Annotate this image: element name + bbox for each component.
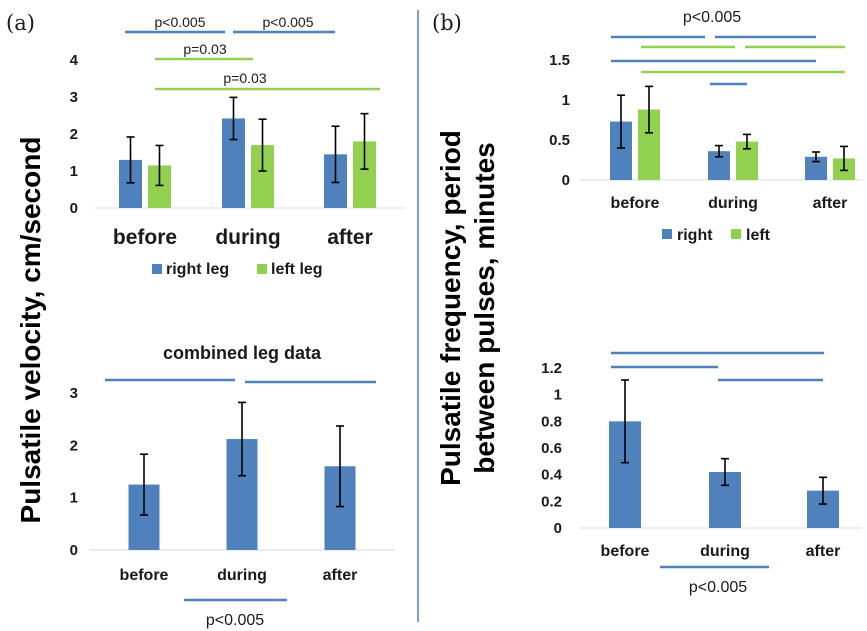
y-tick-label: 0: [70, 200, 78, 217]
legend-swatch-right: [662, 229, 672, 239]
p-value-label: p=0.03: [183, 41, 226, 57]
x-category-label: after: [806, 543, 841, 560]
legend-swatch-left: [731, 229, 741, 239]
y-tick-label: 2: [70, 126, 78, 143]
bar: [805, 156, 827, 180]
b-bottom-significance: p<0.005: [611, 351, 824, 596]
y-tick-label: 0.8: [541, 413, 562, 430]
x-category-label: during: [700, 543, 750, 560]
ylabel-b-line2: between pulses, minutes: [469, 142, 500, 473]
y-tick-label: 1: [70, 163, 78, 180]
panel-label-a: (a): [6, 11, 35, 35]
bar: [353, 141, 376, 208]
ylabel-a: Pulsatile velocity, cm/second: [15, 137, 46, 524]
bar: [251, 145, 274, 208]
panel-label-b: (b): [432, 11, 462, 35]
p-value-label: p<0.005: [155, 14, 206, 30]
chart-title-combined: combined leg data: [163, 343, 322, 363]
y-tick-label: 0.2: [541, 493, 562, 510]
p-value-label: p<0.005: [689, 579, 747, 596]
x-category-label: during: [217, 567, 267, 584]
y-tick-label: 0: [70, 542, 78, 559]
x-category-label: after: [327, 226, 373, 249]
x-category-label: during: [708, 195, 758, 212]
legend-label-left: left: [746, 227, 771, 244]
bar: [222, 118, 245, 208]
y-tick-label: 0.4: [541, 467, 563, 484]
y-tick-label: 1: [70, 490, 78, 507]
x-category-label: before: [611, 195, 660, 212]
a-bottom-significance: p<0.005: [105, 378, 376, 629]
legend-label-right: right: [677, 227, 713, 244]
x-category-label: before: [601, 543, 650, 560]
ylabel-b-line1: Pulsatile frequency, period: [435, 130, 466, 486]
bar: [119, 159, 142, 208]
bar: [610, 121, 632, 180]
y-tick-label: 1.5: [549, 52, 570, 69]
y-tick-label: 1: [562, 92, 570, 109]
x-category-label: before: [113, 226, 177, 249]
y-tick-label: 0.6: [541, 440, 562, 457]
bar: [638, 109, 660, 180]
bar: [736, 141, 758, 180]
y-tick-label: 3: [70, 385, 78, 402]
p-value-label: p<0.005: [683, 9, 741, 26]
y-tick-label: 2: [70, 437, 78, 454]
legend-label-left: left leg: [271, 261, 323, 278]
y-tick-label: 1.2: [541, 360, 562, 377]
bar: [148, 165, 171, 208]
x-category-label: after: [813, 195, 848, 212]
a-top-significance: p<0.005 p<0.005 p=0.03 p=0.03: [125, 14, 380, 91]
legend-label-right: right leg: [166, 261, 229, 278]
b-top-significance: p<0.005: [611, 9, 845, 86]
y-tick-label: 3: [70, 89, 78, 106]
y-tick-label: 0.5: [549, 132, 570, 149]
p-value-label: p<0.005: [263, 14, 314, 30]
y-tick-label: 0: [562, 172, 570, 189]
x-category-label: during: [215, 226, 280, 249]
y-tick-label: 0: [554, 520, 562, 537]
y-tick-label: 1: [554, 387, 562, 404]
legend-swatch-right: [152, 264, 162, 274]
x-category-label: before: [120, 567, 169, 584]
legend-swatch-left: [257, 264, 267, 274]
p-value-label: p=0.03: [223, 70, 266, 86]
bar: [708, 151, 730, 180]
y-tick-label: 4: [70, 52, 79, 69]
x-category-label: after: [323, 567, 358, 584]
legend-a: right leg left leg: [152, 261, 323, 278]
p-value-label: p<0.005: [206, 612, 264, 629]
legend-b: right left: [662, 227, 771, 244]
charts-layer: 0 1 2 3 4 before during after 0 1 2 3 before during af…: [70, 52, 862, 584]
